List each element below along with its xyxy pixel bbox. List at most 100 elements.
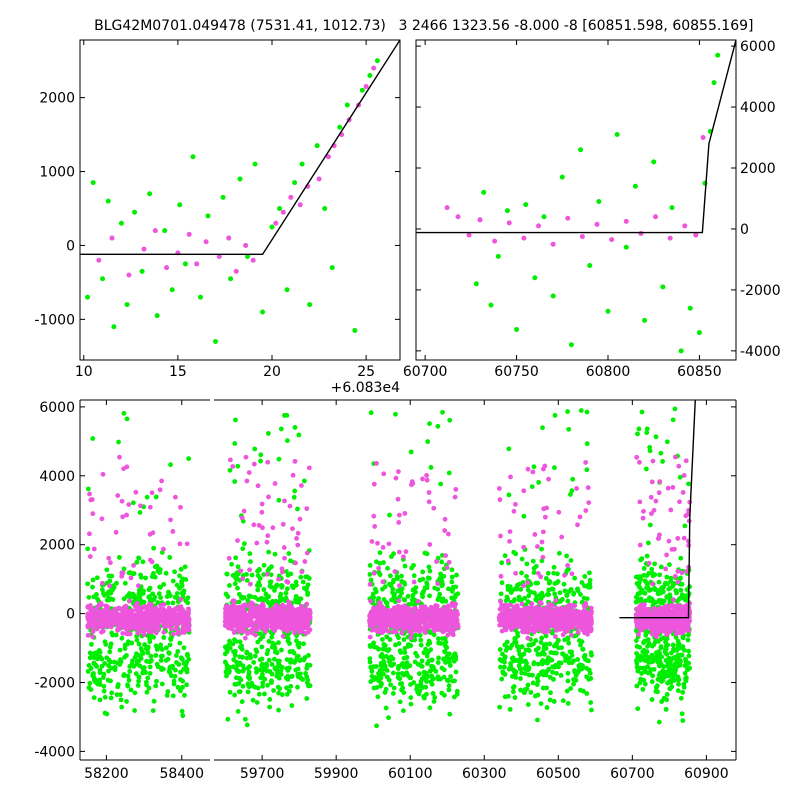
data-point	[425, 478, 430, 483]
data-point	[578, 147, 583, 152]
data-point	[520, 557, 525, 562]
data-point	[417, 578, 422, 583]
data-point	[126, 273, 131, 278]
data-point	[674, 590, 679, 595]
data-point	[454, 670, 459, 675]
data-point	[544, 628, 549, 633]
data-point	[138, 594, 143, 599]
data-point	[400, 661, 405, 666]
data-point	[544, 673, 549, 678]
data-point	[570, 603, 575, 608]
data-point	[275, 650, 280, 655]
data-point	[398, 650, 403, 655]
data-point	[258, 637, 263, 642]
data-point	[90, 585, 95, 590]
data-point	[265, 533, 270, 538]
data-point	[509, 590, 514, 595]
data-point	[180, 709, 185, 714]
data-point	[140, 649, 145, 654]
data-point	[256, 580, 261, 585]
data-point	[376, 694, 381, 699]
data-point	[394, 608, 399, 613]
data-point	[624, 245, 629, 250]
data-point	[161, 630, 166, 635]
data-point	[412, 580, 417, 585]
data-point	[136, 683, 141, 688]
data-point	[374, 664, 379, 669]
data-point	[176, 685, 181, 690]
data-point	[91, 180, 96, 185]
data-point	[536, 223, 541, 228]
data-point	[138, 510, 143, 515]
data-point	[393, 643, 398, 648]
data-point	[500, 652, 505, 657]
data-point	[583, 657, 588, 662]
data-point	[442, 641, 447, 646]
data-point	[646, 541, 651, 546]
data-point	[701, 135, 706, 140]
data-point	[184, 660, 189, 665]
data-point	[671, 417, 676, 422]
data-point	[528, 590, 533, 595]
data-point	[572, 576, 577, 581]
data-point	[115, 692, 120, 697]
data-point	[505, 640, 510, 645]
data-point	[586, 485, 591, 490]
data-point	[221, 195, 226, 200]
data-point	[86, 669, 91, 674]
data-point	[255, 700, 260, 705]
data-point	[525, 636, 530, 641]
data-point	[445, 205, 450, 210]
data-point	[520, 644, 525, 649]
data-point	[370, 628, 375, 633]
data-point	[445, 565, 450, 570]
data-point	[368, 572, 373, 577]
data-point	[587, 263, 592, 268]
data-point	[552, 699, 557, 704]
data-point	[179, 567, 184, 572]
data-point	[576, 625, 581, 630]
data-point	[165, 689, 170, 694]
data-point	[119, 697, 124, 702]
data-point	[115, 628, 120, 633]
data-point	[236, 564, 241, 569]
data-point	[550, 587, 555, 592]
data-point	[134, 671, 139, 676]
data-point	[451, 585, 456, 590]
data-point	[273, 667, 278, 672]
data-point	[546, 477, 551, 482]
data-point	[276, 708, 281, 713]
data-point	[119, 705, 124, 710]
data-point	[682, 524, 687, 529]
data-point	[95, 575, 100, 580]
data-point	[402, 511, 407, 516]
data-point	[177, 542, 182, 547]
data-point	[552, 565, 557, 570]
data-point	[125, 614, 130, 619]
data-point	[535, 544, 540, 549]
data-point	[147, 637, 152, 642]
data-point	[164, 265, 169, 270]
data-point	[254, 541, 259, 546]
data-point	[553, 598, 558, 603]
data-point	[439, 560, 444, 565]
data-point	[670, 205, 675, 210]
data-point	[159, 658, 164, 663]
data-point	[580, 234, 585, 239]
data-point	[240, 655, 245, 660]
data-point	[131, 563, 136, 568]
data-point	[449, 603, 454, 608]
data-point	[299, 483, 304, 488]
data-point	[145, 676, 150, 681]
data-point	[408, 695, 413, 700]
data-point	[609, 237, 614, 242]
data-point	[272, 657, 277, 662]
data-point	[234, 612, 239, 617]
data-point	[387, 541, 392, 546]
data-point	[317, 176, 322, 181]
data-point	[368, 644, 373, 649]
data-point	[504, 603, 509, 608]
data-point	[237, 619, 242, 624]
data-point	[232, 441, 237, 446]
data-point	[569, 342, 574, 347]
